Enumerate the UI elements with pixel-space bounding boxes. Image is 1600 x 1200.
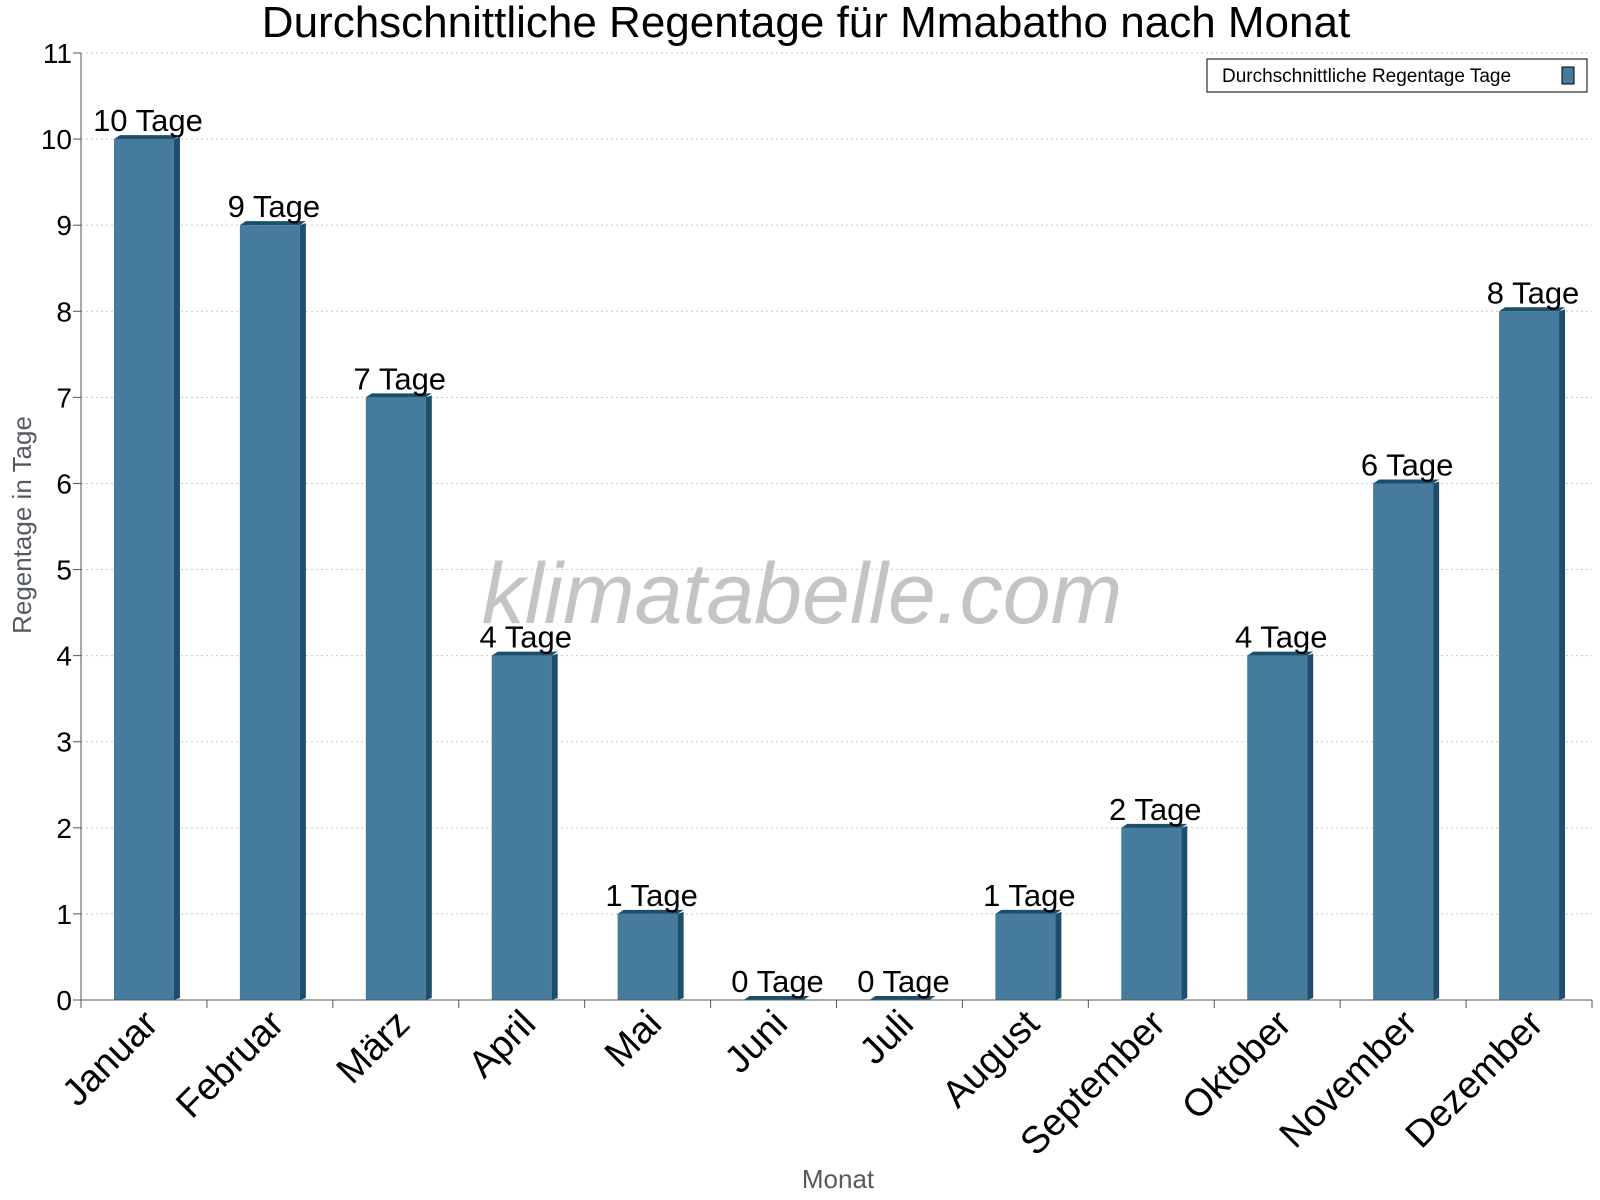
- bar-top: [743, 996, 810, 1000]
- x-axis-label: Monat: [802, 1164, 875, 1194]
- x-tick-label: Juni: [717, 1003, 796, 1082]
- legend-swatch: [1561, 66, 1575, 85]
- bar-side: [173, 137, 180, 1000]
- bar-value-label: 4 Tage: [1235, 620, 1328, 655]
- y-tick-label: 0: [56, 985, 72, 1016]
- x-tick-label: Juli: [852, 1003, 922, 1073]
- bar-value-label: 9 Tage: [228, 189, 321, 224]
- x-tick-label: Oktober: [1174, 1002, 1300, 1128]
- x-tick-label: Dezember: [1398, 1002, 1552, 1156]
- bar-value-label: 2 Tage: [1109, 792, 1202, 827]
- bar-value-label: 6 Tage: [1361, 447, 1454, 482]
- bar-value-label: 1 Tage: [983, 878, 1076, 913]
- bar-side: [1307, 653, 1314, 1000]
- y-tick-label: 8: [56, 296, 72, 327]
- x-tick-label: Februar: [168, 1002, 292, 1126]
- bar-top: [1499, 307, 1566, 312]
- bar: [365, 397, 426, 1000]
- bar-top: [113, 135, 180, 140]
- legend-label: Durchschnittliche Regentage Tage: [1222, 66, 1511, 87]
- bar-side: [551, 653, 558, 1000]
- bar-top: [1373, 479, 1440, 484]
- chart-title: Durchschnittliche Regentage für Mmabatho…: [262, 0, 1350, 47]
- bar-top: [869, 996, 936, 1000]
- bar-value-label: 0 Tage: [731, 964, 824, 999]
- bar-value-label: 10 Tage: [93, 103, 203, 138]
- legend: Durchschnittliche Regentage Tage: [1206, 58, 1588, 93]
- bar-top: [365, 393, 432, 398]
- bar-value-label: 1 Tage: [605, 878, 698, 913]
- bar: [1247, 655, 1308, 1000]
- bars: 10 Tage 9 Tage 7 Tage 4 Tage 1 Tage 0 Tage 0 T…: [93, 103, 1580, 1001]
- y-tick-label: 3: [56, 727, 72, 758]
- bar-top: [617, 909, 684, 914]
- watermark: klimatabelle.com: [482, 546, 1122, 642]
- bar-side: [299, 223, 306, 1000]
- bar-top: [995, 909, 1062, 914]
- bar-value-label: 0 Tage: [857, 964, 950, 999]
- bar: [1373, 483, 1434, 1000]
- bar: [1121, 827, 1182, 1000]
- x-tick-label: April: [461, 1003, 544, 1086]
- bar-side: [425, 395, 432, 1000]
- y-tick-label: 4: [56, 641, 72, 672]
- y-tick-label: 9: [56, 210, 72, 241]
- bar-side: [1055, 911, 1062, 1000]
- bar-value-label: 7 Tage: [354, 361, 447, 396]
- bar: [239, 225, 300, 1000]
- bar: [113, 139, 174, 1000]
- bar-side: [1433, 481, 1440, 1000]
- x-tick-label: Mai: [597, 1003, 670, 1076]
- x-tick-label: August: [934, 1002, 1048, 1116]
- x-tick-label: Januar: [54, 1002, 166, 1114]
- legend-box: [1206, 58, 1588, 93]
- bar-value-label: 8 Tage: [1487, 275, 1580, 310]
- bar-value-label: 4 Tage: [479, 620, 572, 655]
- y-tick-label: 1: [56, 899, 72, 930]
- y-tick-label: 5: [56, 555, 72, 586]
- bar: [995, 913, 1056, 1000]
- bar-top: [491, 651, 558, 656]
- y-tick-label: 6: [56, 468, 72, 499]
- bar-side: [1181, 825, 1188, 1000]
- bar: [617, 913, 678, 1000]
- x-tick-label: November: [1272, 1002, 1426, 1156]
- y-tick-label: 11: [43, 38, 72, 69]
- y-tick-label: 10: [41, 124, 72, 155]
- bar: [491, 655, 552, 1000]
- grid: [81, 52, 1592, 915]
- bar-top: [1121, 823, 1188, 828]
- bar-side: [677, 911, 684, 1000]
- y-axis-label: Regentage in Tage: [7, 416, 37, 634]
- bar: [1499, 311, 1560, 1001]
- y-tick-label: 7: [56, 382, 72, 413]
- bar-top: [1247, 651, 1314, 656]
- bar-top: [239, 221, 306, 226]
- bar-side: [1559, 309, 1566, 1001]
- x-tick-label: März: [329, 1003, 418, 1092]
- y-tick-label: 2: [56, 813, 72, 844]
